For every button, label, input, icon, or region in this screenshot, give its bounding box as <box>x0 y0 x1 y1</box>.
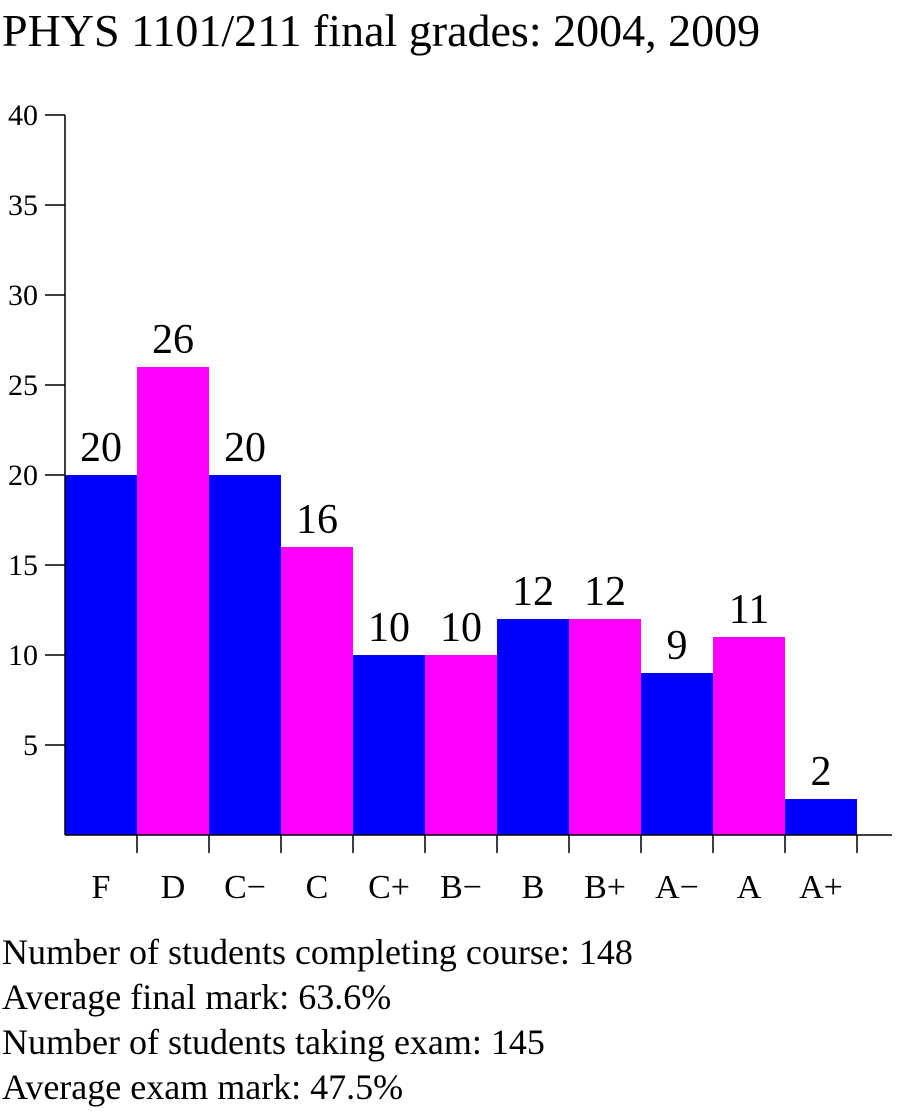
bar-9 <box>641 673 713 835</box>
x-tick-label-7: B <box>522 869 545 906</box>
bar-7 <box>497 619 569 835</box>
bar-3 <box>209 475 281 835</box>
bar-1 <box>65 475 137 835</box>
bar-value-label-2: 26 <box>152 317 194 363</box>
bar-5 <box>353 655 425 835</box>
bar-10 <box>713 637 785 835</box>
bar-11 <box>785 799 857 835</box>
chart-title: PHYS 1101/211 final grades: 2004, 2009 <box>2 5 761 56</box>
x-tick-label-1: F <box>92 869 111 906</box>
average-final-mark-stat: Average final mark: 63.6% <box>2 977 392 1017</box>
summary-stats: Number of students completing course: 14… <box>2 930 633 1110</box>
y-tick-label-40: 40 <box>8 99 38 132</box>
students-completing-stat: Number of students completing course: 14… <box>2 932 633 972</box>
y-tick-label-5: 5 <box>23 729 38 762</box>
y-tick-label-10: 10 <box>8 639 38 672</box>
y-tick-label-15: 15 <box>8 549 38 582</box>
bar-value-label-3: 20 <box>224 425 266 471</box>
x-tick-label-10: A <box>737 869 762 906</box>
bar-value-label-4: 16 <box>296 497 338 543</box>
bar-value-label-10: 11 <box>729 587 769 633</box>
bar-value-label-11: 2 <box>811 749 832 795</box>
students-taking-exam-stat: Number of students taking exam: 145 <box>2 1022 545 1062</box>
x-tick-label-11: A+ <box>799 869 843 906</box>
bar-value-label-1: 20 <box>80 425 122 471</box>
bar-value-label-5: 10 <box>368 605 410 651</box>
x-tick-label-2: D <box>161 869 186 906</box>
x-tick-label-6: B− <box>440 869 482 906</box>
x-tick-label-9: A− <box>655 869 699 906</box>
bar-value-label-8: 12 <box>584 569 626 615</box>
bar-4 <box>281 547 353 835</box>
bar-value-label-6: 10 <box>440 605 482 651</box>
bar-chart: 5 10 15 20 25 30 35 40 F D C− C C+ B− B B+ A− A A+ 20 26 20 16… <box>8 99 892 906</box>
y-tick-label-25: 25 <box>8 369 38 402</box>
x-tick-label-4: C <box>306 869 329 906</box>
bar-value-label-9: 9 <box>667 623 688 669</box>
y-tick-label-30: 30 <box>8 279 38 312</box>
average-exam-mark-stat: Average exam mark: 47.5% <box>2 1067 404 1107</box>
x-tick-label-3: C− <box>224 869 266 906</box>
bar-8 <box>569 619 641 835</box>
x-tick-label-8: B+ <box>584 869 626 906</box>
bar-2 <box>137 367 209 835</box>
x-tick-label-5: C+ <box>368 869 410 906</box>
bar-value-label-7: 12 <box>512 569 554 615</box>
bar-6 <box>425 655 497 835</box>
y-tick-label-35: 35 <box>8 189 38 222</box>
y-tick-label-20: 20 <box>8 459 38 492</box>
